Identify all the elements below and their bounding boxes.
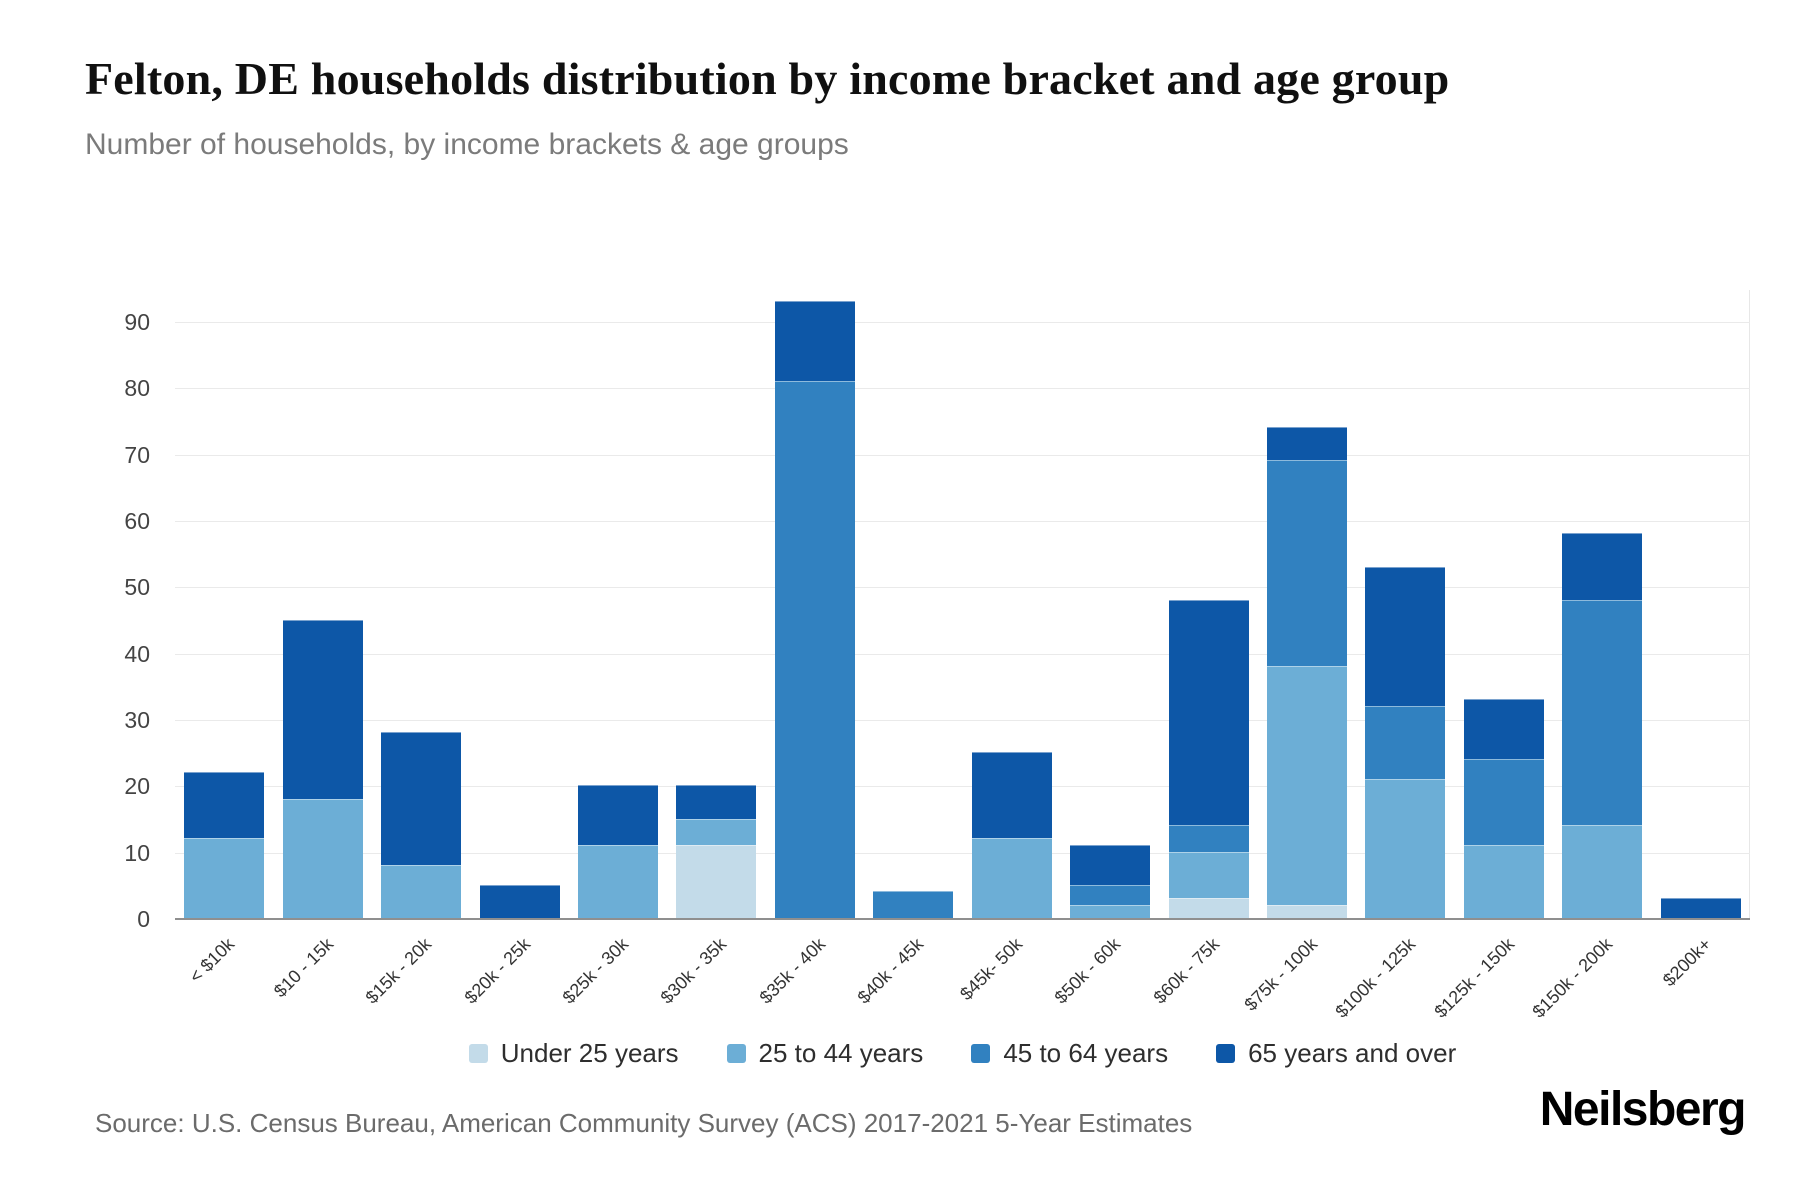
- bar-segment[interactable]: [774, 380, 855, 918]
- stacked-bar-chart: [175, 290, 1750, 920]
- bar-segment[interactable]: [1365, 705, 1446, 779]
- bar-segment[interactable]: [184, 772, 265, 839]
- y-tick-label: 90: [124, 309, 150, 336]
- bar-segment[interactable]: [1562, 599, 1643, 826]
- bar-segment[interactable]: [676, 818, 757, 846]
- bar-segment[interactable]: [873, 891, 954, 918]
- bar-segment[interactable]: [1562, 533, 1643, 600]
- y-tick-label: 60: [124, 508, 150, 535]
- legend-swatch-icon: [726, 1044, 746, 1063]
- y-tick-label: 40: [124, 640, 150, 667]
- bar-segment[interactable]: [1070, 904, 1151, 918]
- bar-segment[interactable]: [1168, 599, 1249, 826]
- legend-item[interactable]: 45 to 64 years: [971, 1038, 1168, 1069]
- gridline: [175, 322, 1750, 324]
- bar-group: [479, 884, 560, 918]
- bar-segment[interactable]: [676, 845, 757, 918]
- bar-segment[interactable]: [1267, 460, 1348, 667]
- bar-segment[interactable]: [1267, 666, 1348, 905]
- bar-segment[interactable]: [971, 838, 1052, 918]
- legend-swatch-icon: [468, 1044, 488, 1063]
- bar-segment[interactable]: [1168, 825, 1249, 852]
- plot-area: [175, 290, 1750, 920]
- bar-segment[interactable]: [676, 785, 757, 819]
- bar-group: [1267, 427, 1348, 918]
- y-tick-label: 70: [124, 441, 150, 468]
- bar-segment[interactable]: [1267, 427, 1348, 461]
- bar-group: [577, 785, 658, 918]
- gridline: [175, 786, 1750, 788]
- y-tick-label: 30: [124, 707, 150, 734]
- bar-group: [282, 619, 363, 918]
- bar-group: [184, 772, 265, 918]
- bar-segment[interactable]: [1365, 566, 1446, 706]
- bar-segment[interactable]: [282, 798, 363, 918]
- chart-title: Felton, DE households distribution by in…: [85, 53, 1450, 104]
- chart-legend: Under 25 years 25 to 44 years 45 to 64 yea…: [175, 1038, 1750, 1069]
- y-tick-label: 10: [124, 839, 150, 866]
- bar-group: [1168, 599, 1249, 918]
- gridline: [175, 454, 1750, 456]
- bar-segment[interactable]: [577, 785, 658, 846]
- legend-label: 45 to 64 years: [1003, 1038, 1169, 1068]
- bar-group: [381, 732, 462, 918]
- gridline: [175, 653, 1750, 655]
- legend-item[interactable]: 25 to 44 years: [726, 1038, 924, 1069]
- bar-group: [774, 301, 855, 918]
- y-tick-label: 0: [137, 906, 150, 932]
- bar-group: [873, 891, 954, 918]
- bar-segment[interactable]: [577, 845, 658, 918]
- y-tick-label: 80: [124, 375, 150, 402]
- bar-segment[interactable]: [774, 301, 855, 381]
- bar-segment[interactable]: [1070, 884, 1151, 905]
- brand-logo: Neilsberg: [1539, 1083, 1747, 1136]
- bar-segment[interactable]: [282, 619, 363, 799]
- plot-right-border: [1749, 290, 1750, 920]
- legend-swatch-icon: [971, 1044, 991, 1063]
- gridline: [175, 521, 1750, 523]
- y-axis: 0 10 20 30 40 50 60 70 80 90: [55, 290, 150, 932]
- bar-segment[interactable]: [1365, 778, 1446, 918]
- bar-segment[interactable]: [1267, 904, 1348, 918]
- chart-subtitle: Number of households, by income brackets…: [85, 128, 849, 161]
- bar-segment[interactable]: [1660, 898, 1741, 918]
- legend-label: Under 25 years: [500, 1038, 679, 1068]
- gridline: [175, 720, 1750, 722]
- bar-group: [1463, 699, 1544, 918]
- bar-group: [971, 752, 1052, 918]
- bar-group: [1562, 533, 1643, 918]
- bar-segment[interactable]: [184, 838, 265, 918]
- legend-item[interactable]: 65 years and over: [1216, 1038, 1456, 1069]
- y-tick-label: 20: [124, 773, 150, 800]
- bar-group: [1070, 845, 1151, 918]
- x-axis-line: [175, 918, 1750, 920]
- bar-group: [676, 785, 757, 918]
- legend-label: 25 to 44 years: [758, 1038, 924, 1068]
- bar-segment[interactable]: [1463, 699, 1544, 759]
- bar-segment[interactable]: [479, 884, 560, 918]
- bar-segment[interactable]: [1168, 898, 1249, 918]
- bar-segment[interactable]: [381, 732, 462, 865]
- bar-segment[interactable]: [1070, 845, 1151, 885]
- bar-segment[interactable]: [1463, 758, 1544, 846]
- legend-swatch-icon: [1216, 1044, 1236, 1063]
- bar-segment[interactable]: [1168, 851, 1249, 899]
- bar-segment[interactable]: [1562, 825, 1643, 918]
- legend-item[interactable]: Under 25 years: [468, 1038, 679, 1069]
- bar-segment[interactable]: [971, 752, 1052, 839]
- bar-segment[interactable]: [381, 864, 462, 918]
- bar-segment[interactable]: [1463, 845, 1544, 918]
- gridline: [175, 587, 1750, 589]
- bar-group: [1660, 898, 1741, 918]
- bar-group: [1365, 566, 1446, 918]
- legend-label: 65 years and over: [1248, 1038, 1457, 1068]
- gridline: [175, 852, 1750, 854]
- source-note: Source: U.S. Census Bureau, American Com…: [95, 1108, 1193, 1138]
- y-tick-label: 50: [124, 574, 150, 601]
- gridline: [175, 388, 1750, 390]
